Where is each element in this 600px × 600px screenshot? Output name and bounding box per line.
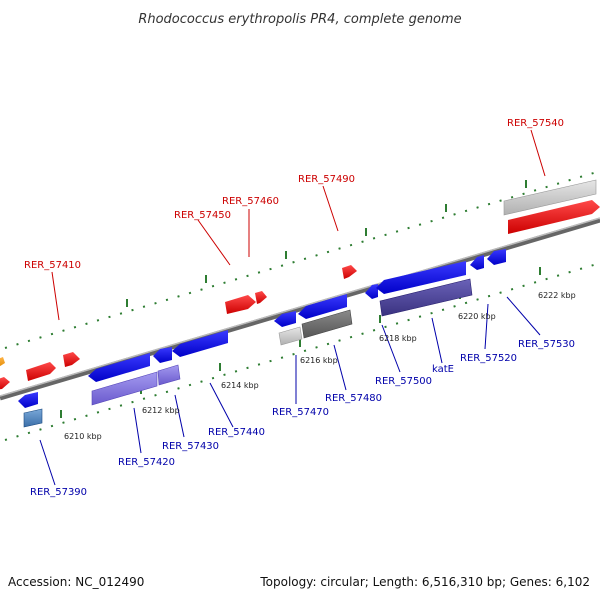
gene-arrow[interactable] <box>278 326 303 346</box>
gene-label[interactable]: RER_57410 <box>24 260 81 271</box>
gene-label[interactable]: RER_57530 <box>518 339 575 350</box>
gene-arrow[interactable] <box>0 357 5 368</box>
scale-label: 6222 kbp <box>538 291 576 300</box>
gene-label[interactable]: RER_57420 <box>118 457 175 468</box>
gene-arrow[interactable] <box>301 309 353 339</box>
scale-label: 6212 kbp <box>142 406 180 415</box>
gene-label[interactable]: RER_57540 <box>507 118 564 129</box>
gene-arrow[interactable] <box>470 255 484 270</box>
gene-label[interactable]: RER_57440 <box>208 427 265 438</box>
gene-arrow[interactable] <box>157 364 181 386</box>
gene-label[interactable]: RER_57450 <box>174 210 231 221</box>
gene-arrow[interactable] <box>153 347 172 363</box>
gene-arrow[interactable] <box>274 311 296 327</box>
gene-arrow[interactable] <box>91 371 158 406</box>
scale-label: 6216 kbp <box>300 356 338 365</box>
genome-backbone <box>0 217 600 401</box>
scale-label: 6210 kbp <box>64 432 102 441</box>
genome-summary: Topology: circular; Length: 6,516,310 bp… <box>259 575 590 589</box>
reverse-strand-features <box>18 249 506 428</box>
map-title: Rhodococcus erythropolis PR4, complete g… <box>138 12 461 27</box>
leader-lines-forward <box>51 129 546 321</box>
scale-label: 6218 kbp <box>379 334 417 343</box>
gene-arrow[interactable] <box>0 377 10 390</box>
leader-lines-reverse <box>39 296 541 486</box>
gene-arrow[interactable] <box>342 265 357 279</box>
gene-arrow[interactable] <box>508 200 600 234</box>
gene-label[interactable]: RER_57460 <box>222 196 279 207</box>
forward-gene-labels: RER_57410 RER_57450 RER_57460 RER_57490 … <box>24 118 564 271</box>
gene-arrow[interactable] <box>225 295 256 314</box>
scale-label: 6220 kbp <box>458 312 496 321</box>
scale-label: 6214 kbp <box>221 381 259 390</box>
scale-labels: 6210 kbp 6212 kbp 6214 kbp 6216 kbp 6218… <box>64 291 576 441</box>
gene-label[interactable]: RER_57470 <box>272 407 329 418</box>
gene-label[interactable]: katE <box>432 364 454 375</box>
gene-arrow[interactable] <box>172 330 228 357</box>
gene-arrow[interactable] <box>26 362 56 381</box>
gene-arrow[interactable] <box>23 408 43 428</box>
gene-arrow[interactable] <box>18 392 38 408</box>
gene-arrow[interactable] <box>63 352 80 367</box>
forward-tick-track <box>4 171 598 349</box>
gene-label[interactable]: RER_57490 <box>298 174 355 185</box>
gene-label[interactable]: RER_57500 <box>375 376 432 387</box>
gene-arrow[interactable] <box>379 278 473 317</box>
gene-label[interactable]: RER_57390 <box>30 487 87 498</box>
gene-arrow[interactable] <box>503 179 597 216</box>
reverse-gene-labels: RER_57390 RER_57420 RER_57430 RER_57440 … <box>30 339 575 498</box>
gene-label[interactable]: RER_57480 <box>325 393 382 404</box>
gene-arrow[interactable] <box>298 294 347 319</box>
gene-arrow[interactable] <box>88 353 150 382</box>
forward-strand-features <box>0 179 600 390</box>
accession-label: Accession: NC_012490 <box>8 575 144 589</box>
gene-label[interactable]: RER_57520 <box>460 353 517 364</box>
gene-arrow[interactable] <box>376 261 466 294</box>
gene-label[interactable]: RER_57430 <box>162 441 219 452</box>
gene-arrow[interactable] <box>365 284 378 299</box>
gene-arrow[interactable] <box>255 291 267 304</box>
gene-arrow[interactable] <box>487 249 506 265</box>
